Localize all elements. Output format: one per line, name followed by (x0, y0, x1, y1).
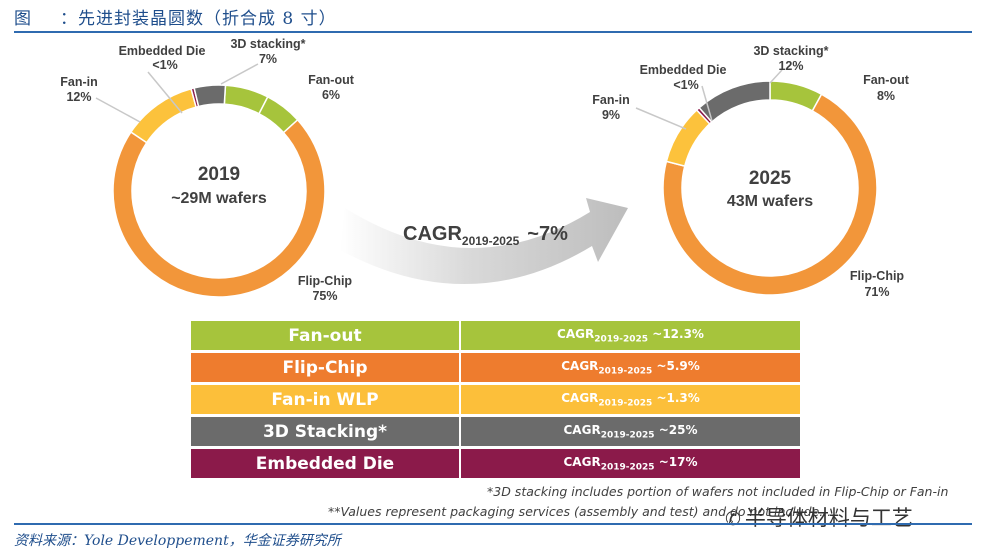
cagr-arrow (340, 198, 628, 285)
donut-2019-slice-flip-chip (112, 118, 326, 298)
cagr-period: 2019-2025 (598, 398, 653, 409)
callout-2025-fanin-value: 9% (602, 108, 620, 122)
leader-3d-2019 (220, 63, 259, 85)
source-note: 资料来源：Yole Developpement，华金证券研究所 (14, 533, 341, 549)
cagr-prefix: CAGR (563, 422, 601, 437)
watermark: ✆ 半导体材料与工艺 (725, 502, 913, 532)
callout-2019-fanin-value: 12% (66, 90, 91, 104)
cagr-row-name: 3D Stacking* (191, 417, 461, 446)
callout-2019-fanout-value: 6% (322, 88, 340, 102)
cagr-row-value-cell: CAGR2019-2025 ~5.9% (461, 353, 800, 382)
donut-2019-slice-fan-in (129, 87, 198, 144)
callout-2025-fanout-value: 8% (877, 89, 895, 103)
leader-3d-2025 (769, 69, 783, 84)
cagr-prefix: CAGR (563, 454, 601, 469)
cagr-prefix: CAGR (561, 390, 599, 405)
cagr-period: 2019-2025 (594, 334, 649, 345)
callout-2025-embedded-label: Embedded Die (640, 63, 727, 77)
callout-2019-flipchip-label: Flip-Chip (298, 274, 353, 288)
cagr-value: ~17% (658, 454, 698, 469)
leader-fanin-2025 (635, 107, 687, 130)
callout-2019-3d-label: 3D stacking* (230, 37, 305, 51)
cagr-period: 2019-2025 (600, 462, 655, 473)
cagr-table: Fan-out CAGR2019-2025 ~12.3% Flip-Chip C… (191, 318, 800, 481)
cagr-period: 2019-2025 (598, 366, 653, 377)
donut-2025-slice-fan-in (665, 108, 711, 168)
wechat-icon: ✆ (725, 508, 741, 530)
donut-2025-slice-fan-out (769, 80, 823, 112)
bottom-rule (14, 523, 972, 525)
callout-2025-fanin-label: Fan-in (592, 93, 630, 107)
cagr-row-value-cell: CAGR2019-2025 ~1.3% (461, 385, 800, 414)
figure-title-prefix: 图 (14, 9, 32, 29)
callout-2019-3d-value: 7% (259, 52, 277, 66)
cagr-prefix: CAGR (557, 326, 595, 341)
cagr-value: ~5.9% (656, 358, 700, 373)
arrow-cagr-value: ~7% (527, 223, 568, 245)
center-year-2025: 2025 (749, 168, 792, 189)
cagr-value: ~1.3% (656, 390, 700, 405)
callout-2019-fanin-label: Fan-in (60, 75, 98, 89)
callout-2019-flipchip-value: 75% (312, 289, 337, 303)
cagr-row-value-cell: CAGR2019-2025 ~17% (461, 449, 800, 478)
cagr-row-name: Fan-in WLP (191, 385, 461, 414)
cagr-row-name: Fan-out (191, 321, 461, 350)
cagr-prefix: CAGR (561, 358, 599, 373)
callout-2025-3d-label: 3D stacking* (753, 44, 828, 58)
center-total-2025: 43M wafers (727, 193, 813, 210)
donut-2025-slice-flip-chip (662, 93, 878, 296)
cagr-row-name: Flip-Chip (191, 353, 461, 382)
donut-2025-slice-3d-stacking (698, 80, 771, 124)
center-year-2019: 2019 (198, 164, 240, 185)
watermark-text: 半导体材料与工艺 (744, 506, 913, 530)
callout-2019-embedded-label: Embedded Die (119, 44, 206, 58)
cagr-row-3d-stacking: 3D Stacking* CAGR2019-2025 ~25% (191, 417, 800, 446)
leader-fanin-2019 (95, 97, 141, 123)
cagr-row-value-cell: CAGR2019-2025 ~25% (461, 417, 800, 446)
cagr-period: 2019-2025 (600, 430, 655, 441)
cagr-row-value-cell: CAGR2019-2025 ~12.3% (461, 321, 800, 350)
callout-2025-flipchip-label: Flip-Chip (850, 269, 905, 283)
cagr-row-fan-out: Fan-out CAGR2019-2025 ~12.3% (191, 321, 800, 350)
cagr-row-embedded-die: Embedded Die CAGR2019-2025 ~17% (191, 449, 800, 478)
callout-2019-fanout-label: Fan-out (308, 73, 355, 87)
cagr-row-fan-in-wlp: Fan-in WLP CAGR2019-2025 ~1.3% (191, 385, 800, 414)
cagr-value: ~25% (658, 422, 698, 437)
cagr-value: ~12.3% (652, 326, 704, 341)
callout-2019-embedded-value: <1% (152, 58, 177, 72)
figure-title: 图 ：先进封装晶圆数（折合成 8 寸） (14, 4, 337, 29)
arrow-cagr-period: 2019-2025 (462, 234, 520, 248)
leader-embedded-2019 (147, 71, 183, 114)
donut-2025 (662, 80, 878, 296)
center-total-2019: ~29M wafers (171, 190, 267, 207)
callout-2025-3d-value: 12% (778, 59, 803, 73)
top-rule (14, 31, 972, 33)
footnote-3d-stacking: *3D stacking includes portion of wafers … (487, 484, 949, 499)
callout-2025-fanout-label: Fan-out (863, 73, 910, 87)
donut-2019 (112, 84, 326, 298)
arrow-cagr-prefix: CAGR (403, 223, 462, 245)
leader-embedded-2025 (701, 85, 713, 122)
callout-2025-flipchip-value: 71% (864, 285, 889, 299)
footnote-values: **Values represent packaging services (a… (328, 504, 832, 519)
donut-2019-slice-3d-stacking (193, 84, 227, 108)
figure-title-text: ：先进封装晶圆数（折合成 8 寸） (60, 9, 337, 29)
callout-2025-embedded-value: <1% (673, 78, 698, 92)
arrow-cagr-label: CAGR2019-2025 ~7% (403, 223, 568, 248)
cagr-row-flip-chip: Flip-Chip CAGR2019-2025 ~5.9% (191, 353, 800, 382)
cagr-row-name: Embedded Die (191, 449, 461, 478)
